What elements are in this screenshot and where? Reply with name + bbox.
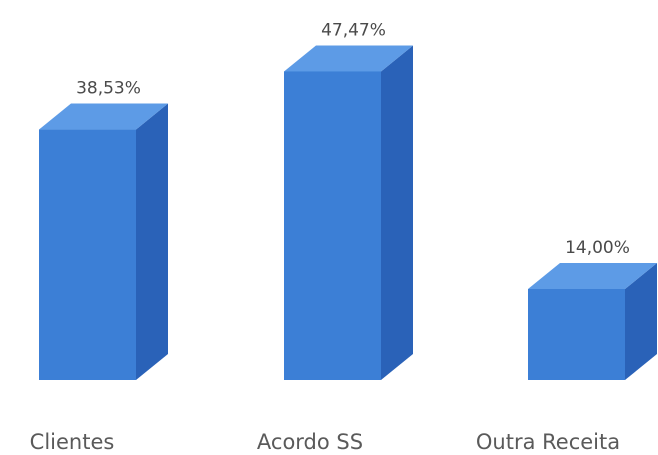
- data-label-acordo-ss: 47,47%: [321, 20, 386, 40]
- bar-side-acordo-ss: [381, 45, 413, 380]
- bar-side-clientes: [136, 103, 168, 381]
- category-label-clientes: Clientes: [30, 430, 115, 454]
- bar-front-acordo-ss: [284, 71, 381, 380]
- data-label-outra-receita: 14,00%: [565, 238, 630, 258]
- bar-front-outra-receita: [528, 289, 625, 380]
- bar-outra-receita: [528, 263, 657, 380]
- data-label-clientes: 38,53%: [76, 79, 141, 99]
- bar-side-outra-receita: [625, 263, 657, 380]
- bar-front-clientes: [39, 129, 136, 380]
- bar-top-outra-receita: [528, 263, 657, 289]
- category-label-acordo-ss: Acordo SS: [257, 430, 363, 454]
- bar-acordo-ss: [284, 45, 413, 380]
- bar-top-clientes: [39, 103, 168, 130]
- bar-top-acordo-ss: [284, 45, 413, 72]
- category-label-outra-receita: Outra Receita: [476, 430, 620, 454]
- bar-clientes: [39, 103, 168, 381]
